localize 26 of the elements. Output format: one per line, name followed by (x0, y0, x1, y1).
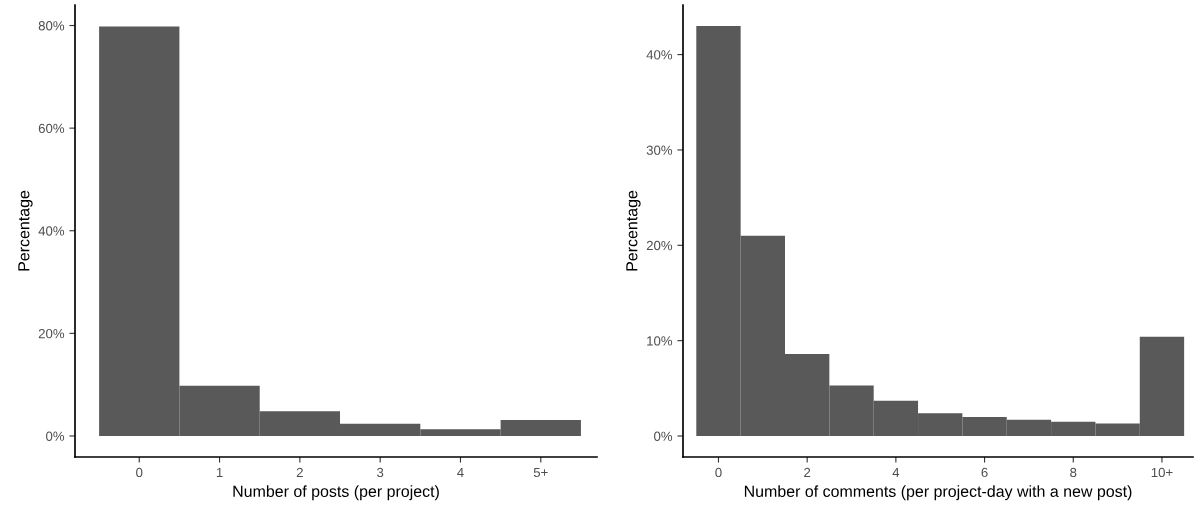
x-tick-label: 0 (136, 467, 143, 478)
x-tick-label: 2 (296, 467, 303, 477)
y-tick-label: 0% (46, 431, 65, 441)
y-tick-label: 10% (647, 336, 673, 346)
x-tick-label: 1 (216, 467, 223, 477)
x-tick-label: 10+ (1151, 467, 1173, 478)
y-tick-label: 60% (38, 123, 65, 134)
y-axis-title: Percentage (18, 190, 33, 271)
y-tick-label: 40% (646, 50, 673, 60)
x-tick-label: 4 (892, 467, 900, 477)
y-tick-label: 0% (654, 431, 673, 441)
y-tick-label: 20% (646, 240, 673, 251)
x-tick-label: 5+ (533, 467, 548, 478)
x-tick-label: 6 (981, 467, 988, 478)
y-tick-label: 20% (38, 328, 65, 339)
x-tick-label: 3 (377, 467, 384, 478)
y-tick-label: 80% (38, 21, 65, 31)
x-tick-label: 4 (457, 467, 464, 477)
x-axis-title: Number of comments (per project-day with a new post) (744, 485, 1132, 501)
x-axis-title: Number of posts (per project) (233, 485, 439, 501)
y-tick-label: 30% (646, 145, 673, 155)
y-tick-label: 40% (38, 226, 65, 236)
x-tick-label: 0 (715, 467, 722, 478)
x-tick-label: 2 (804, 467, 811, 477)
y-axis-title: Percentage (626, 190, 641, 271)
x-tick-label: 8 (1070, 467, 1077, 478)
